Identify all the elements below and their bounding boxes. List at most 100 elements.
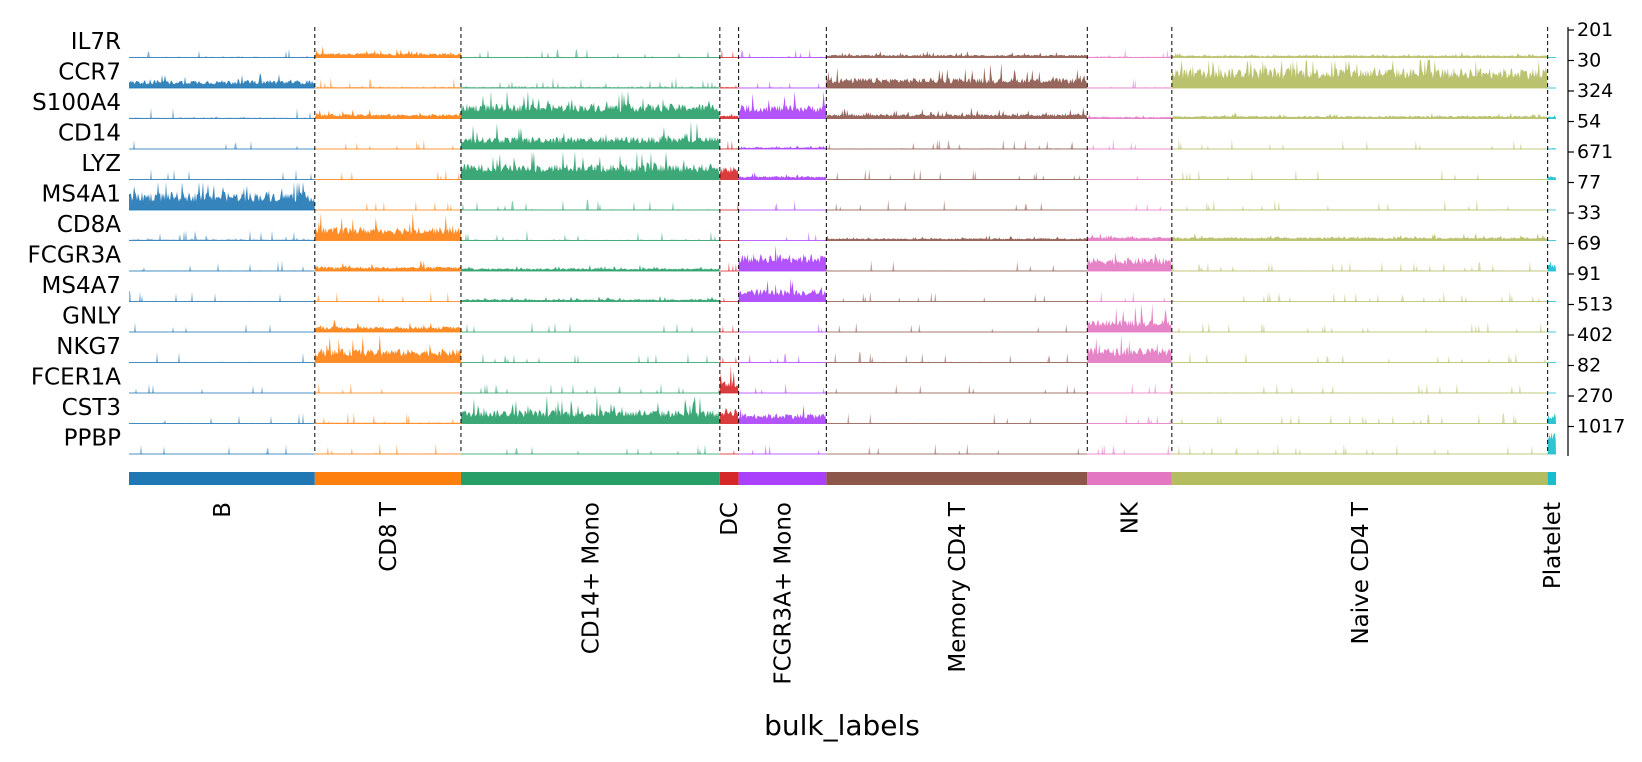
track-cst3-nk — [1087, 413, 1172, 424]
track-ppbp-memory-cd4-t — [826, 443, 1088, 454]
track-s100a4-memory-cd4-t — [826, 107, 1088, 119]
max-label-cd14: 54 — [1577, 111, 1601, 133]
track-fcer1a-cd14-mono — [460, 382, 720, 393]
track-fcer1a-b — [129, 383, 315, 393]
max-label-cst3: 270 — [1577, 385, 1613, 407]
track-ppbp-naive-cd4-t — [1171, 443, 1548, 454]
track-cd8a-b — [129, 230, 315, 241]
track-il7r-naive-cd4-t — [1171, 51, 1548, 58]
track-fcgr3a-cd14-mono — [460, 264, 720, 271]
track-cst3 — [129, 395, 1556, 424]
track-nkg7-cd8-t — [314, 334, 461, 363]
track-gnly — [129, 303, 1556, 333]
max-label-il7r: 201 — [1577, 19, 1613, 41]
track-ppbp-cd14-mono — [460, 444, 720, 454]
track-nkg7 — [129, 334, 1556, 363]
x-axis-title: bulk_labels — [764, 709, 920, 742]
track-il7r-nk — [1087, 49, 1172, 58]
track-fcgr3a-memory-cd4-t — [826, 260, 1088, 271]
track-ppbp-cd8-t — [314, 443, 461, 454]
category-label-fcgr3a-mono: FCGR3A+ Mono — [770, 502, 796, 685]
color-bar-dc — [719, 472, 739, 485]
track-ms4a1-cd8-t — [314, 200, 461, 210]
track-fcer1a-dc — [719, 364, 739, 393]
track-lyz-cd8-t — [314, 169, 461, 180]
track-il7r-cd14-mono — [460, 48, 720, 58]
track-fcer1a-naive-cd4-t — [1171, 382, 1548, 393]
gene-labels: IL7R CCR7 S100A4 CD14 LYZ MS4A1 CD8A FCGR3A MS4A… — [28, 29, 122, 452]
track-nkg7-memory-cd4-t — [826, 352, 1088, 363]
track-ccr7-b — [129, 72, 315, 88]
track-il7r-cd8-t — [314, 46, 461, 58]
track-ms4a1-fcgr3a-mono — [738, 200, 827, 210]
track-cd8a-cd14-mono — [460, 230, 720, 241]
track-ppbp-fcgr3a-mono — [738, 444, 827, 454]
track-nkg7-dc — [719, 354, 739, 363]
track-fcer1a-memory-cd4-t — [826, 384, 1088, 393]
track-nkg7-cd14-mono — [460, 353, 720, 363]
max-label-gnly: 513 — [1577, 294, 1613, 316]
track-nkg7-naive-cd4-t — [1171, 352, 1548, 363]
track-fcer1a — [129, 364, 1556, 394]
track-fcgr3a-platelet — [1547, 261, 1556, 271]
color-bar-memory-cd4-t — [826, 472, 1088, 485]
track-fcgr3a-nk — [1087, 248, 1172, 271]
track-cd8a-cd8-t — [314, 212, 461, 241]
track-s100a4-nk — [1087, 114, 1172, 119]
track-cd8a-memory-cd4-t — [826, 235, 1088, 241]
color-bar-cd14-mono — [460, 472, 720, 485]
track-fcer1a-fcgr3a-mono — [738, 383, 827, 393]
track-ms4a7-nk — [1087, 291, 1172, 302]
track-gnly-naive-cd4-t — [1171, 321, 1548, 332]
track-ccr7-cd14-mono — [460, 77, 720, 88]
max-label-fcer1a: 82 — [1577, 355, 1601, 377]
track-ccr7-memory-cd4-t — [826, 62, 1088, 88]
track-lyz — [129, 151, 1556, 180]
track-nkg7-fcgr3a-mono — [738, 354, 827, 363]
category-label-cd8-t: CD8 T — [376, 501, 402, 572]
track-il7r-fcgr3a-mono — [738, 49, 827, 58]
track-cd8a — [129, 212, 1556, 241]
track-fcer1a-nk — [1087, 382, 1172, 393]
track-cst3-cd8-t — [314, 412, 461, 424]
track-s100a4-platelet — [1547, 115, 1556, 119]
max-label-nkg7: 402 — [1577, 324, 1613, 346]
track-ms4a7-naive-cd4-t — [1171, 291, 1548, 302]
track-ppbp-dc — [719, 450, 739, 454]
track-ppbp — [129, 432, 1556, 455]
color-bar-cd8-t — [314, 472, 461, 485]
track-il7r-dc — [719, 48, 739, 58]
track-ms4a1-cd14-mono — [460, 199, 720, 210]
max-label-ms4a1: 77 — [1577, 172, 1601, 194]
gene-label-cd8a: CD8A — [57, 212, 121, 238]
category-label-b: B — [210, 502, 236, 518]
gene-label-cst3: CST3 — [62, 395, 121, 421]
track-gnly-fcgr3a-mono — [738, 323, 827, 332]
track-ms4a1-memory-cd4-t — [826, 199, 1088, 210]
track-cst3-naive-cd4-t — [1171, 413, 1548, 424]
gene-label-ms4a1: MS4A1 — [42, 182, 121, 208]
track-cd8a-nk — [1087, 233, 1172, 241]
category-labels: B CD8 T CD14+ Mono DC FCGR3A+ Mono Memory CD4… — [210, 501, 1566, 685]
gene-label-nkg7: NKG7 — [56, 334, 121, 360]
track-fcgr3a-cd8-t — [314, 260, 461, 271]
track-lyz-naive-cd4-t — [1171, 169, 1548, 180]
gene-label-cd14: CD14 — [58, 121, 121, 147]
track-ms4a7-b — [129, 291, 315, 302]
track-ccr7-fcgr3a-mono — [738, 81, 827, 88]
track-cd14 — [129, 120, 1556, 150]
track-ppbp-nk — [1087, 444, 1172, 454]
max-label-s100a4: 324 — [1577, 80, 1613, 102]
track-lyz-platelet — [1547, 176, 1556, 180]
track-ms4a7-dc — [719, 297, 739, 302]
track-ppbp-b — [129, 444, 315, 454]
track-s100a4-fcgr3a-mono — [738, 91, 827, 119]
category-label-naive-cd4-t: Naive CD4 T — [1348, 501, 1374, 644]
track-cd14-nk — [1087, 138, 1172, 149]
category-label-nk: NK — [1118, 501, 1144, 534]
track-fcer1a-cd8-t — [314, 382, 461, 393]
track-gnly-nk — [1087, 303, 1172, 332]
max-label-fcgr3a: 69 — [1577, 233, 1601, 255]
right-axis: 201 30 324 54 671 77 33 69 91 513 402 82 270 1017 — [1567, 19, 1625, 456]
